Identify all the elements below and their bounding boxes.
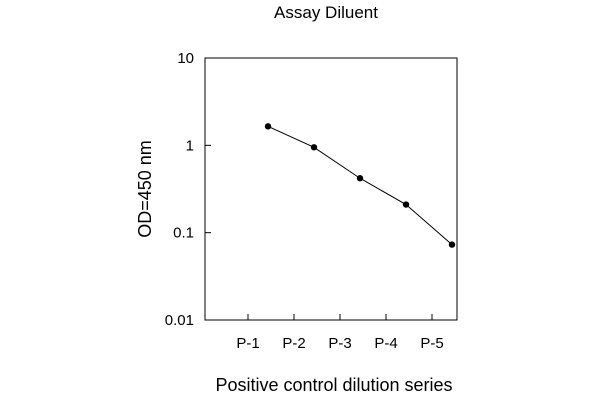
chart-title: Assay Diluent [274,3,378,22]
x-tick-label: P-3 [328,335,351,352]
series-line-0 [267,125,453,245]
data-point-P-5 [448,241,456,248]
data-point-P-3 [356,175,364,182]
data-point-P-2 [310,144,318,151]
y-tick-label: 0.1 [173,225,194,242]
x-tick-label: P-2 [282,335,305,352]
x-axis: P-1 P-2 P-3 P-4 P-5 [236,314,444,352]
x-tick-label: P-1 [236,335,259,352]
y-tick-label: 0.01 [165,312,194,329]
y-tick-label: 10 [177,50,194,67]
x-tick-label: P-5 [420,335,443,352]
data-series [264,123,456,248]
x-axis-label: Positive control dilution series [215,375,452,395]
y-axis: 0.01 0.1 1 10 [165,50,211,329]
x-tick-label: P-4 [374,335,397,352]
plot-frame [204,57,458,321]
y-axis-label: OD=450 nm [135,140,155,238]
data-point-P-4 [402,201,410,208]
data-point-P-1 [264,123,272,130]
y-tick-label: 1 [186,137,194,154]
